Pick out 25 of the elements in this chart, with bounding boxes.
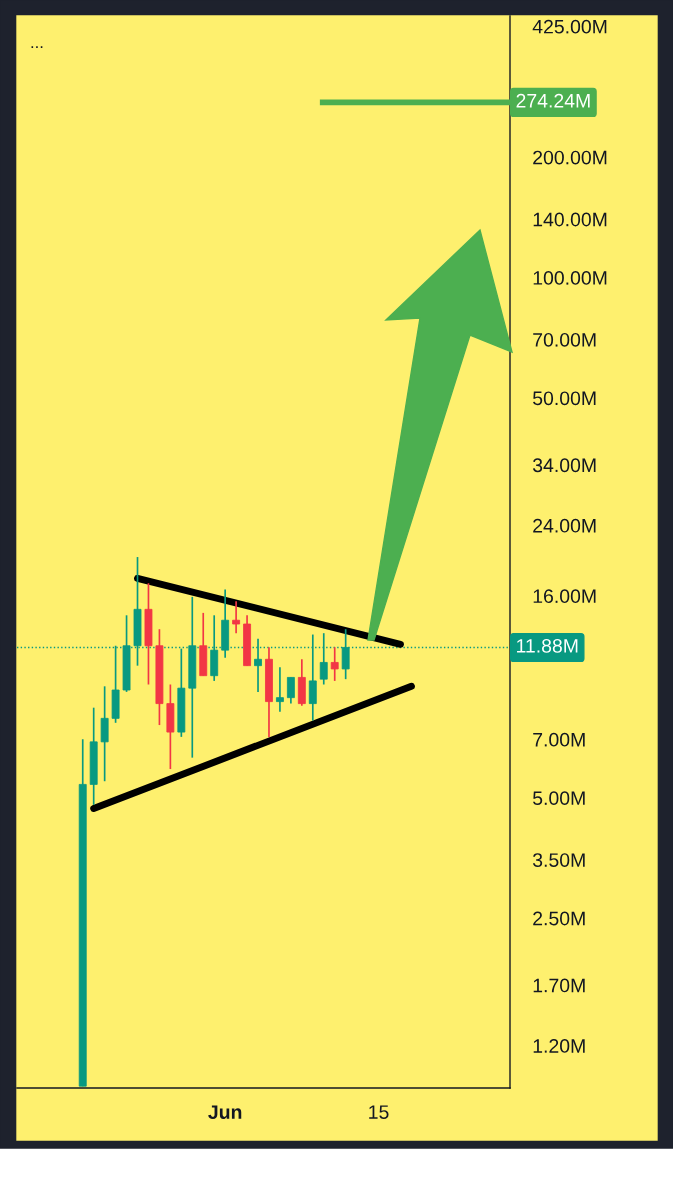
y-tick-label: 50.00M (533, 391, 596, 406)
y-tick-label: 5.00M (533, 791, 585, 806)
annotation: ... (31, 46, 43, 48)
candlestick (232, 600, 241, 635)
y-tick-label: 24.00M (533, 518, 596, 533)
ref-line-label: 11.88M (517, 638, 578, 653)
x-tick-label: 15 (369, 1105, 389, 1119)
y-tick-label: 100.00M (533, 271, 607, 285)
candlestick (276, 666, 284, 713)
y-tick-label: 140.00M (533, 212, 607, 227)
ref-line-label: 274.24M (516, 93, 590, 108)
y-tick-label: 2.50M (533, 911, 585, 926)
y-tick-label: 3.50M (532, 853, 585, 867)
candlestick (330, 646, 339, 682)
y-tick-label: 70.00M (533, 332, 596, 347)
y-tick-label: 1.20M (533, 1039, 585, 1053)
y-tick-label: 16.00M (533, 589, 596, 604)
y-tick-label: 1.70M (533, 978, 585, 993)
candlestick (286, 676, 295, 705)
candlestick (100, 685, 109, 783)
y-tick-label: 425.00M (532, 19, 607, 34)
y-tick-label: 200.00M (533, 150, 607, 165)
y-tick-label: 34.00M (532, 458, 596, 473)
y-tick-label: 7.00M (533, 732, 585, 747)
x-tick-label: Jun (208, 1105, 242, 1119)
